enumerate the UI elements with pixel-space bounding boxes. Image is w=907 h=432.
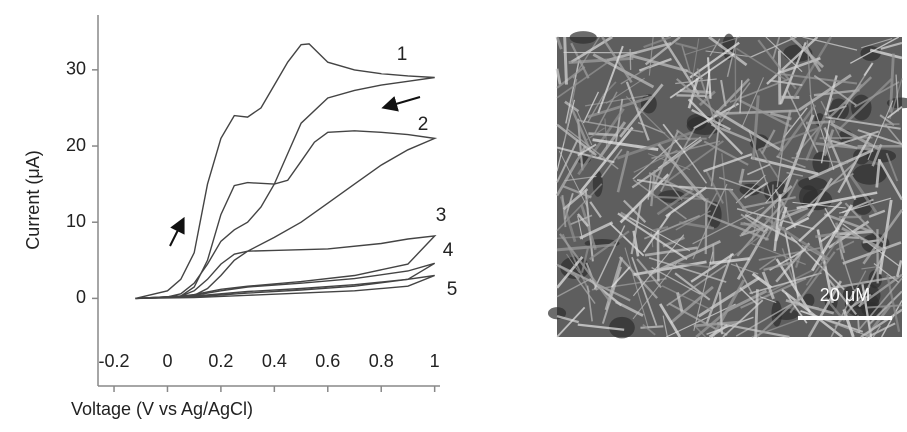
sem-fibre xyxy=(676,95,706,96)
x-tick-label: 0.8 xyxy=(369,351,394,371)
sem-fibre xyxy=(588,134,618,136)
y-axis-title: Current (μA) xyxy=(23,150,43,249)
series-label: 4 xyxy=(443,240,454,261)
scan-arrow xyxy=(170,224,181,246)
x-tick-label: 0.4 xyxy=(262,351,287,371)
x-tick-label: 1 xyxy=(430,351,440,371)
sem-fibre xyxy=(806,122,835,124)
series-label: 3 xyxy=(436,205,447,226)
scale-bar-label: 20 μM xyxy=(820,285,870,305)
sem-fibre xyxy=(658,229,659,282)
x-axis-title: Voltage (V vs Ag/AgCl) xyxy=(71,399,253,419)
x-tick-label: 0.6 xyxy=(315,351,340,371)
scan-arrow xyxy=(389,97,420,106)
y-tick-label: 10 xyxy=(66,211,86,231)
sem-pore xyxy=(853,164,887,185)
series-label: 1 xyxy=(397,44,408,65)
sem-fibre xyxy=(630,49,631,70)
series-label: 5 xyxy=(447,279,458,300)
x-tick-label: -0.2 xyxy=(99,351,130,371)
sem-pore xyxy=(570,31,597,44)
series-label: 2 xyxy=(418,114,429,135)
y-tick-label: 30 xyxy=(66,59,86,79)
sem-fibre xyxy=(820,138,873,139)
sem-fibre xyxy=(565,37,567,85)
y-tick-label: 0 xyxy=(76,287,86,307)
cv-curve xyxy=(135,44,434,299)
sem-fibre xyxy=(756,289,758,337)
x-tick-label: 0 xyxy=(162,351,172,371)
y-tick-label: 20 xyxy=(66,135,86,155)
sem-pore xyxy=(798,177,827,190)
x-tick-label: 0.2 xyxy=(208,351,233,371)
